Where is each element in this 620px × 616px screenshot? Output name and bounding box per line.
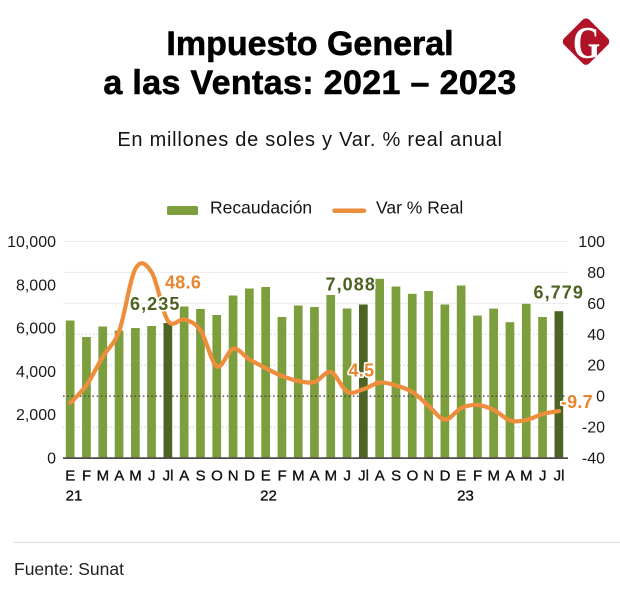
svg-text:F: F: [82, 468, 91, 485]
svg-text:N: N: [423, 468, 434, 485]
svg-text:40: 40: [587, 327, 605, 344]
svg-text:Recaudación: Recaudación: [210, 198, 312, 218]
svg-text:E: E: [65, 468, 75, 485]
svg-text:A: A: [114, 468, 124, 485]
svg-text:J: J: [343, 468, 351, 485]
svg-text:J: J: [148, 468, 156, 485]
svg-text:M: M: [325, 468, 338, 485]
svg-text:A: A: [375, 468, 385, 485]
svg-text:6,779: 6,779: [533, 283, 584, 303]
svg-text:F: F: [473, 468, 482, 485]
svg-text:S: S: [391, 468, 401, 485]
svg-text:A: A: [505, 468, 515, 485]
svg-text:20: 20: [587, 358, 605, 375]
svg-text:D: D: [244, 468, 255, 485]
svg-text:7,088: 7,088: [325, 275, 376, 295]
svg-text:F: F: [278, 468, 287, 485]
svg-text:0: 0: [596, 389, 605, 406]
svg-text:O: O: [211, 468, 223, 485]
svg-text:S: S: [196, 468, 206, 485]
svg-text:100: 100: [578, 234, 605, 251]
svg-text:4.5: 4.5: [349, 361, 375, 381]
svg-text:0: 0: [47, 451, 56, 468]
svg-text:M: M: [520, 468, 533, 485]
svg-text:Jl: Jl: [554, 468, 565, 485]
svg-text:6,235: 6,235: [130, 294, 181, 314]
svg-text:A: A: [310, 468, 320, 485]
svg-text:-40: -40: [582, 451, 605, 468]
svg-text:80: 80: [587, 265, 605, 282]
svg-text:8,000: 8,000: [16, 277, 56, 294]
svg-text:-20: -20: [582, 420, 605, 437]
svg-text:Jl: Jl: [163, 468, 174, 485]
svg-text:-9.7: -9.7: [561, 392, 593, 412]
svg-text:J: J: [539, 468, 547, 485]
svg-text:O: O: [407, 468, 419, 485]
svg-text:E: E: [261, 468, 271, 485]
svg-text:4,000: 4,000: [16, 364, 56, 381]
svg-text:Jl: Jl: [358, 468, 369, 485]
svg-text:A: A: [179, 468, 189, 485]
svg-text:E: E: [456, 468, 466, 485]
svg-text:M: M: [292, 468, 305, 485]
svg-text:M: M: [97, 468, 110, 485]
svg-text:10,000: 10,000: [7, 234, 56, 251]
svg-text:N: N: [228, 468, 239, 485]
svg-text:6,000: 6,000: [16, 321, 56, 338]
svg-text:60: 60: [587, 296, 605, 313]
svg-text:G: G: [573, 18, 600, 68]
svg-text:Var % Real: Var % Real: [376, 198, 463, 218]
svg-text:23: 23: [457, 488, 474, 505]
svg-text:2,000: 2,000: [16, 407, 56, 424]
svg-text:M: M: [488, 468, 501, 485]
svg-text:D: D: [440, 468, 451, 485]
svg-text:48.6: 48.6: [165, 272, 201, 292]
svg-text:22: 22: [260, 488, 277, 505]
svg-text:M: M: [129, 468, 142, 485]
svg-text:21: 21: [66, 488, 83, 505]
